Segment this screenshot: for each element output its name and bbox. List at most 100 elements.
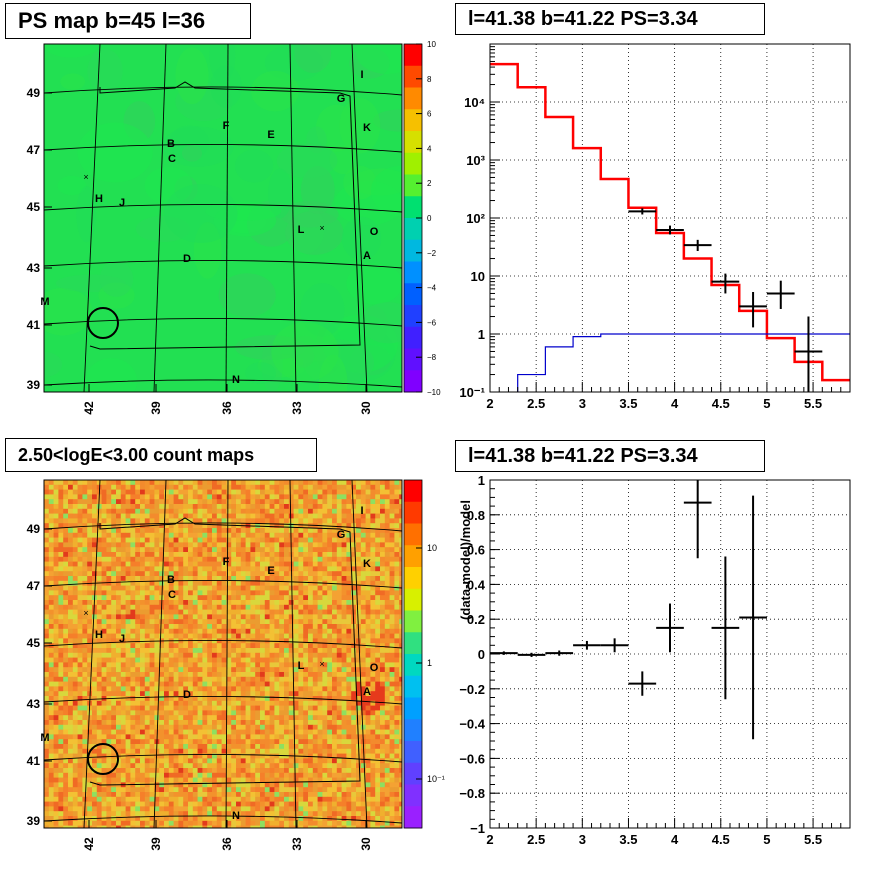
count-pixel (197, 494, 203, 500)
count-pixel (159, 624, 165, 630)
count-pixel (322, 662, 328, 668)
count-pixel (360, 758, 366, 764)
count-pixel (197, 585, 203, 591)
count-pixel (72, 604, 78, 610)
count-pixel (332, 556, 338, 562)
count-pixel (269, 494, 275, 500)
count-pixel (288, 585, 294, 591)
count-pixel (284, 667, 290, 673)
count-pixel (332, 508, 338, 514)
count-pixel (87, 729, 93, 735)
count-pixel (236, 753, 242, 759)
count-pixel (264, 657, 270, 663)
count-pixel (284, 590, 290, 596)
count-pixel (149, 667, 155, 673)
count-pixel (125, 638, 131, 644)
count-pixel (212, 729, 218, 735)
count-pixel (183, 561, 189, 567)
count-pixel (356, 489, 362, 495)
count-pixel (245, 662, 251, 668)
count-pixel (264, 676, 270, 682)
count-pixel (384, 595, 390, 601)
count-pixel (92, 758, 98, 764)
count-pixel (72, 480, 78, 486)
count-pixel (77, 772, 83, 778)
count-pixel (135, 624, 141, 630)
count-pixel (87, 667, 93, 673)
count-pixel (236, 499, 242, 505)
count-pixel (159, 744, 165, 750)
count-pixel (341, 628, 347, 634)
count-pixel (346, 595, 352, 601)
count-pixel (312, 681, 318, 687)
count-pixel (245, 600, 251, 606)
count-pixel (130, 724, 136, 730)
count-pixel (245, 580, 251, 586)
count-pixel (183, 580, 189, 586)
count-pixel (173, 782, 179, 788)
count-pixel (77, 532, 83, 538)
count-pixel (346, 600, 352, 606)
count-pixel (303, 484, 309, 490)
count-pixel (399, 768, 402, 774)
count-pixel (317, 561, 323, 567)
count-pixel (197, 643, 203, 649)
count-pixel (370, 499, 376, 505)
count-pixel (154, 600, 160, 606)
count-pixel (250, 734, 256, 740)
count-pixel (221, 672, 227, 678)
count-pixel (332, 696, 338, 702)
count-pixel (87, 585, 93, 591)
count-pixel (341, 710, 347, 716)
count-pixel (240, 542, 246, 548)
count-pixel (255, 633, 261, 639)
count-pixel (360, 580, 366, 586)
count-pixel (370, 513, 376, 519)
count-pixel (96, 715, 102, 721)
count-pixel (260, 537, 266, 543)
count-pixel (341, 744, 347, 750)
count-pixel (130, 508, 136, 514)
count-pixel (389, 662, 395, 668)
count-pixel (135, 676, 141, 682)
count-pixel (116, 691, 122, 697)
count-pixel (87, 710, 93, 716)
count-pixel (356, 667, 362, 673)
count-pixel (149, 777, 155, 783)
count-pixel (389, 561, 395, 567)
count-pixel (231, 662, 237, 668)
count-pixel (116, 710, 122, 716)
count-pixel (327, 748, 333, 754)
count-pixel (202, 499, 208, 505)
count-pixel (168, 633, 174, 639)
count-pixel (125, 710, 131, 716)
count-pixel (92, 686, 98, 692)
count-pixel (288, 763, 294, 769)
count-pixel (154, 489, 160, 495)
ps-map-blob (346, 262, 402, 305)
count-pixel (322, 547, 328, 553)
count-pixel (216, 571, 222, 577)
count-pixel (183, 657, 189, 663)
count-pixel (92, 691, 98, 697)
count-pixel (360, 590, 366, 596)
count-pixel (197, 537, 203, 543)
count-pixel (346, 638, 352, 644)
count-pixel (240, 648, 246, 654)
count-pixel (356, 556, 362, 562)
count-pixel (125, 580, 131, 586)
count-pixel (111, 700, 117, 706)
count-pixel (365, 580, 371, 586)
count-pixel (68, 672, 74, 678)
count-pixel (164, 494, 170, 500)
count-pixel (255, 600, 261, 606)
count-pixel (72, 758, 78, 764)
count-pixel (308, 518, 314, 524)
count-pixel (72, 777, 78, 783)
count-pixel (365, 480, 371, 486)
count-pixel (240, 744, 246, 750)
count-pixel (274, 494, 280, 500)
count-pixel (288, 595, 294, 601)
count-pixel (173, 624, 179, 630)
count-pixel (327, 614, 333, 620)
